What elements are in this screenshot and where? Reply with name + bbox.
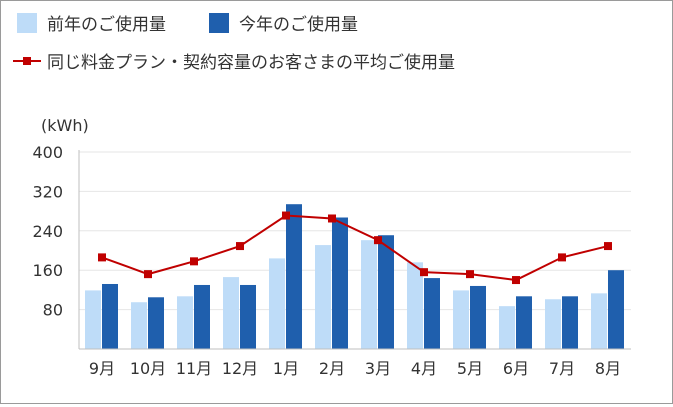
average-usage-point (236, 242, 244, 251)
bar-current-year (470, 285, 486, 349)
x-tick-label: 1月 (273, 359, 299, 378)
y-tick-label: 80 (43, 301, 63, 320)
x-tick-label: 5月 (457, 359, 483, 378)
y-axis-unit-label: (kWh) (41, 116, 89, 135)
average-usage-point (328, 214, 336, 223)
bar-previous-year (315, 245, 331, 349)
average-usage-point (98, 253, 106, 262)
legend-label-average: 同じ料金プラン・契約容量のお客さまの平均ご使用量 (47, 52, 455, 73)
x-tick-label: 11月 (176, 359, 212, 378)
average-usage-line (101, 214, 609, 282)
y-tick-label: 320 (32, 182, 63, 201)
bar-current-year (516, 296, 532, 349)
legend: 前年のご使用量 今年のご使用量 同じ料金プラン・契約容量のお客さまの平均ご使用量 (13, 13, 455, 73)
bar-previous-year (545, 299, 561, 349)
average-usage-point (282, 211, 290, 220)
average-usage-point (420, 268, 428, 277)
average-usage-point (190, 257, 198, 266)
bar-previous-year (177, 296, 193, 349)
bar-current-year (148, 297, 164, 349)
y-tick-label: 400 (32, 143, 63, 162)
average-usage-point (144, 270, 152, 279)
x-tick-label: 12月 (222, 359, 258, 378)
bar-previous-year (85, 290, 101, 349)
x-tick-label: 6月 (503, 359, 529, 378)
average-usage-point (604, 242, 612, 251)
average-usage-point (512, 276, 520, 285)
bar-current-year (562, 296, 578, 349)
average-usage-point (374, 236, 382, 245)
bar-previous-year (407, 262, 423, 349)
legend-label-previous-year: 前年のご使用量 (47, 14, 166, 35)
bar-previous-year (223, 277, 239, 349)
x-tick-label: 9月 (89, 359, 115, 378)
bar-current-year (240, 284, 256, 349)
bar-previous-year (453, 290, 469, 349)
bar-previous-year (499, 306, 515, 349)
bar-current-year (378, 235, 394, 349)
legend-swatch-current-year (209, 13, 229, 33)
bar-current-year (286, 204, 302, 349)
y-tick-label: 240 (32, 222, 63, 241)
bar-previous-year (591, 293, 607, 349)
bar-previous-year (361, 240, 377, 349)
x-tick-label: 7月 (549, 359, 575, 378)
x-tick-label: 4月 (411, 359, 437, 378)
bar-current-year (608, 270, 624, 349)
legend-label-current-year: 今年のご使用量 (239, 14, 358, 35)
average-usage-point (466, 270, 474, 279)
x-tick-label: 10月 (130, 359, 166, 378)
x-tick-label: 8月 (595, 359, 621, 378)
legend-marker-average (23, 57, 31, 65)
bar-previous-year (269, 258, 285, 349)
bar-current-year (424, 278, 440, 349)
bar-current-year (194, 284, 210, 349)
bar-current-year (102, 283, 118, 349)
x-tick-label: 2月 (319, 359, 345, 378)
legend-swatch-previous-year (17, 13, 37, 33)
y-tick-label: 160 (32, 261, 63, 280)
bar-current-year (332, 217, 348, 349)
x-tick-label: 3月 (365, 359, 391, 378)
average-usage-point (558, 253, 566, 262)
bar-previous-year (131, 302, 147, 349)
